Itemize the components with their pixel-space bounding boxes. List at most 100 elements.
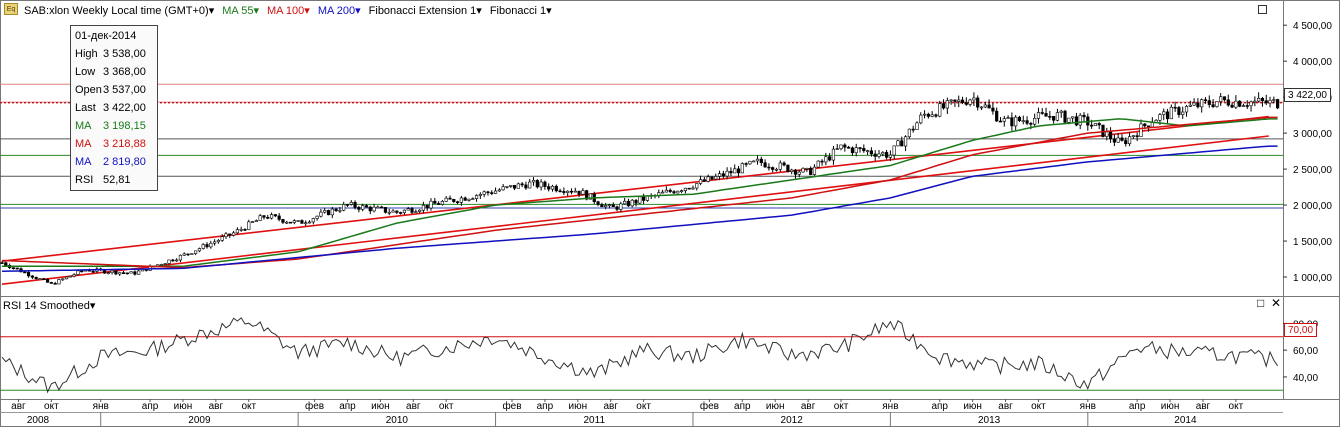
candle-body (771, 167, 775, 170)
last-price-tag: 3 422,00 (1284, 88, 1331, 102)
candle-body (1165, 111, 1170, 120)
time-axis[interactable]: авг окт янв апр июн авг окт фев апр июн авг окт фев а… (11, 399, 1244, 427)
info-date: 01-дек-2014 (75, 30, 137, 42)
candle-body (539, 181, 543, 188)
candle-body (516, 183, 520, 189)
candle-body (938, 103, 942, 117)
candle-body (683, 187, 687, 191)
candle-body (926, 113, 930, 117)
candle-body (266, 216, 270, 219)
candle-body (125, 272, 129, 275)
candle-body (634, 199, 638, 204)
candle-body (1029, 123, 1033, 125)
rsi-title: RSI 14 Smoothed (3, 300, 90, 312)
candle-body (888, 154, 892, 158)
candle-body (968, 99, 972, 105)
candle-body (979, 106, 984, 109)
candle-body (623, 200, 627, 205)
trend-line (1, 115, 1269, 262)
candle-body (64, 276, 69, 280)
candle-body (1139, 123, 1143, 137)
equity-icon[interactable]: Eq (4, 3, 18, 15)
candle-body (1162, 111, 1166, 115)
year-label: 2012 (781, 415, 804, 426)
candle-body (748, 160, 752, 165)
info-row-value: 3 538,00 (103, 48, 146, 60)
chevron-down-icon: ▾ (476, 4, 482, 17)
close-icon[interactable]: □ (1257, 296, 1265, 310)
candle-body (805, 167, 809, 170)
price-axis[interactable]: 1 000,00 1 500,00 2 000,00 2 500,00 3 000,00… (1283, 21, 1332, 284)
candle-body (167, 259, 171, 264)
candle-body (197, 248, 202, 252)
candle-body (391, 210, 395, 213)
price-tick-label: 4 000,00 (1293, 57, 1332, 68)
price-tick-label: 2 500,00 (1293, 165, 1332, 176)
candle-body (425, 204, 429, 209)
month-label: окт (834, 401, 849, 412)
candle-body (642, 196, 646, 201)
year-label: 2008 (27, 415, 50, 426)
fib-levels (0, 83, 1283, 209)
candle-body (68, 275, 72, 278)
candle-body (1105, 131, 1109, 137)
candle-body (285, 221, 289, 224)
candle-body (387, 211, 391, 214)
info-row: RSI 52,81 (75, 172, 131, 188)
ma200-dropdown[interactable]: MA 200▾ (318, 4, 361, 17)
candle-body (721, 173, 725, 177)
candle-body (884, 152, 889, 158)
candle-body (57, 279, 61, 285)
price-tick-label: 2 000,00 (1293, 201, 1332, 212)
candle-body (1184, 106, 1189, 113)
month-label: авг (998, 401, 1013, 412)
candle-body (0, 262, 4, 264)
candle-body (736, 168, 741, 174)
candle-body (698, 179, 703, 184)
rsi-dropdown[interactable]: RSI 14 Smoothed▾ (3, 299, 95, 312)
month-label: июн (766, 401, 785, 412)
candle-body (960, 99, 965, 103)
candle-body (490, 192, 494, 194)
candle-body (175, 259, 179, 262)
candle-body (361, 205, 365, 210)
candle-body (1120, 137, 1124, 141)
candle-body (569, 190, 574, 193)
fib-ext-dropdown[interactable]: Fibonacci Extension 1▾ (369, 4, 482, 17)
candle-body (638, 196, 642, 204)
year-label: 2010 (386, 415, 409, 426)
candle-body (596, 201, 600, 205)
ma55-dropdown[interactable]: MA 55▾ (222, 4, 259, 17)
candle-body (733, 168, 737, 174)
candle-body (1192, 102, 1196, 106)
candle-body (437, 203, 441, 205)
candle-body (1135, 135, 1139, 137)
candle-body (201, 244, 205, 249)
candle-body (1200, 99, 1204, 108)
fib-dropdown[interactable]: Fibonacci 1▾ (490, 4, 552, 17)
ma100-dropdown[interactable]: MA 100▾ (267, 4, 310, 17)
candle-body (793, 169, 798, 175)
candle-body (752, 160, 756, 163)
month-label: апр (734, 401, 751, 412)
month-label: июн (174, 401, 193, 412)
fib-ext-label: Fibonacci Extension 1 (368, 4, 477, 17)
candle-body (319, 211, 323, 217)
candle-body (239, 229, 243, 231)
year-label: 2014 (1174, 415, 1197, 426)
close-panel-icon[interactable]: ✕ (1271, 296, 1282, 310)
symbol-dropdown[interactable]: SAB:xlon Weekly Local time (GMT+0)▾ (24, 4, 214, 17)
candle-body (402, 209, 407, 214)
candle-body (1025, 120, 1029, 124)
candle-body (1260, 97, 1265, 101)
month-label: фев (502, 400, 521, 412)
candle-body (1222, 96, 1227, 101)
candle-body (1059, 110, 1063, 113)
maximize-button[interactable] (1258, 5, 1267, 14)
candle-body (1021, 120, 1025, 122)
candle-body (1226, 99, 1230, 106)
candle-body (903, 136, 908, 147)
candle-body (755, 158, 760, 162)
